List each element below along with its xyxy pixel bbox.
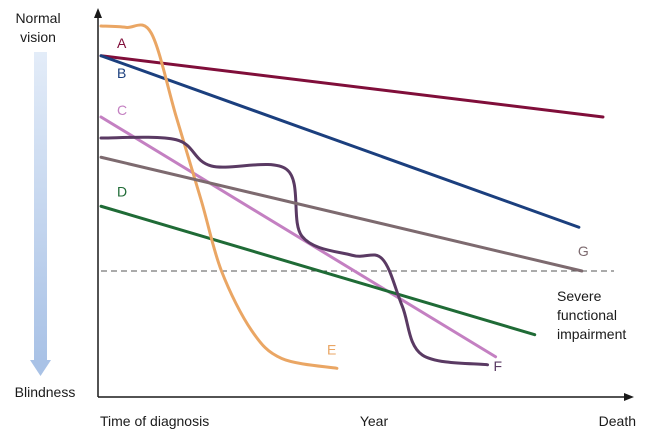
threshold-label-line2: functional: [557, 307, 617, 323]
series-label-f: F: [494, 358, 503, 374]
y-axis-arrowhead: [94, 8, 102, 18]
y-bottom-label: Blindness: [15, 384, 76, 400]
series-line-a: [99, 54, 605, 119]
x-tick-label-death: Death: [599, 413, 636, 429]
x-tick-label-diagnosis: Time of diagnosis: [100, 413, 209, 429]
threshold-label-line1: Severe: [557, 288, 602, 304]
series-label-g: G: [578, 243, 589, 259]
series-line-d: [99, 204, 537, 337]
vision-direction-arrow: [30, 52, 51, 376]
series-line-g: [99, 155, 584, 273]
x-tick-label-year: Year: [360, 413, 389, 429]
threshold-label-line3: impairment: [557, 326, 626, 342]
series-line-e: [99, 23, 339, 370]
series-line-f: [99, 135, 490, 367]
series-label-layer: AB C D E F G: [117, 35, 589, 374]
series-line-b: [99, 54, 581, 229]
series-label-a: A: [117, 35, 127, 51]
series-layer: [99, 23, 605, 370]
y-top-label-line1: Normal: [15, 10, 60, 26]
y-top-label-line2: vision: [20, 29, 56, 45]
series-line-c: [99, 115, 498, 359]
series-label-e: E: [327, 341, 336, 357]
series-label-d: D: [117, 183, 127, 199]
series-label-b: B: [117, 65, 126, 81]
series-label-c: C: [117, 102, 127, 118]
x-axis-arrowhead: [624, 393, 634, 401]
